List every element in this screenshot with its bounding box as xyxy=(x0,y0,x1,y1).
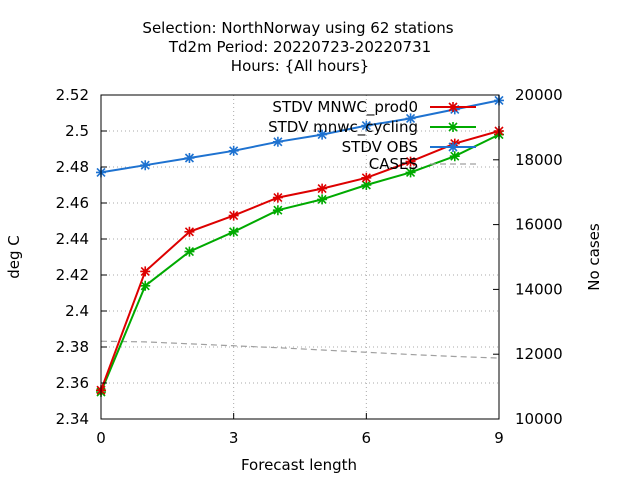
legend-item: STDV mnwc_cycling xyxy=(268,118,476,137)
y-tick-label: 2.52 xyxy=(56,86,89,104)
data-point xyxy=(184,153,195,163)
series-cases xyxy=(100,340,500,359)
y-tick-label: 2.4 xyxy=(65,302,89,320)
title-line-1: Selection: NorthNorway using 62 stations xyxy=(142,19,453,37)
y-tick-label: 2.5 xyxy=(65,122,89,140)
plot-frame xyxy=(100,94,500,420)
y-tick-label: 2.36 xyxy=(56,374,89,392)
x-tick-label: 6 xyxy=(362,429,372,447)
series-line xyxy=(100,133,500,393)
y2-tick-label: 12000 xyxy=(515,345,563,363)
data-point xyxy=(405,167,416,178)
y2-tick-label: 14000 xyxy=(515,280,563,298)
chart-title: Selection: NorthNorway using 62 stations… xyxy=(142,19,453,75)
y2-axis-label: No cases xyxy=(585,223,603,291)
data-point xyxy=(449,138,460,149)
y2-tick-label: 16000 xyxy=(515,216,563,234)
data-point xyxy=(272,136,283,147)
x-axis-label: Forecast length xyxy=(241,456,357,474)
series-line xyxy=(100,130,500,391)
data-point xyxy=(228,145,239,156)
series-stdv-mnwc-prod0 xyxy=(96,126,504,396)
y2-axis-ticks: 10000 12000 14000 16000 18000 20000 xyxy=(493,86,563,428)
y2-tick-label: 10000 xyxy=(515,410,563,428)
y-axis-label: deg C xyxy=(5,235,23,279)
legend-item: STDV OBS xyxy=(342,138,476,156)
y-tick-label: 2.46 xyxy=(56,194,89,212)
legend-item: STDV MNWC_prod0 xyxy=(272,98,476,117)
data-point xyxy=(317,129,328,140)
data-point xyxy=(272,205,283,216)
x-axis-ticks: 0 3 6 9 xyxy=(96,413,504,447)
data-point xyxy=(184,246,195,257)
data-point xyxy=(140,266,151,277)
data-point xyxy=(317,194,328,205)
y-tick-label: 2.38 xyxy=(56,338,89,356)
data-point xyxy=(228,226,239,237)
data-point xyxy=(405,156,416,167)
title-line-3: Hours: {All hours} xyxy=(231,57,369,75)
series-line xyxy=(100,340,500,359)
data-point xyxy=(184,226,195,237)
data-point xyxy=(361,180,372,190)
y-tick-label: 2.42 xyxy=(56,266,89,284)
series-layer xyxy=(96,95,504,397)
data-point xyxy=(140,160,151,171)
series-line xyxy=(100,99,500,174)
y-axis-ticks: 2.34 2.36 2.38 2.4 2.42 2.44 2.46 2.48 2.5 2.52 xyxy=(56,86,107,428)
data-point xyxy=(361,172,372,183)
y-tick-label: 2.44 xyxy=(56,230,89,248)
legend-marker xyxy=(448,122,458,132)
y-tick-label: 2.34 xyxy=(56,410,89,428)
legend-label: STDV MNWC_prod0 xyxy=(272,98,418,117)
legend-label: STDV mnwc_cycling xyxy=(268,118,418,137)
y2-tick-label: 20000 xyxy=(515,86,563,104)
data-point xyxy=(361,120,372,131)
data-point xyxy=(317,183,328,194)
data-point xyxy=(140,280,151,291)
y2-tick-label: 18000 xyxy=(515,151,563,169)
legend-label: CASES xyxy=(369,155,418,173)
data-point xyxy=(449,151,460,162)
x-tick-label: 0 xyxy=(96,429,106,447)
series-stdv-mnwc-cycling xyxy=(96,129,504,397)
data-point xyxy=(272,192,283,203)
x-tick-label: 9 xyxy=(494,429,504,447)
legend-marker xyxy=(448,142,458,152)
legend-item: CASES xyxy=(369,155,476,173)
title-line-2: Td2m Period: 20220723-20220731 xyxy=(168,38,431,56)
data-point xyxy=(228,210,239,221)
x-tick-label: 3 xyxy=(229,429,239,447)
y-tick-label: 2.48 xyxy=(56,158,89,176)
data-point xyxy=(405,113,416,124)
legend-label: STDV OBS xyxy=(342,138,418,156)
legend-marker xyxy=(448,102,458,112)
